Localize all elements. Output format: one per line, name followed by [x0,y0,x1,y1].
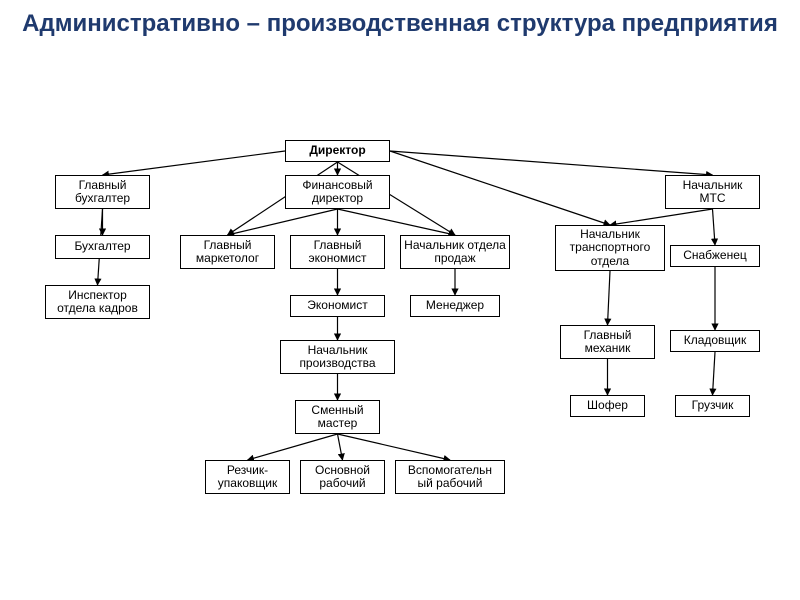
org-chart-diagram: Директор Главный бухгалтер Бухгалтер Инспек… [0,0,800,600]
node-glavbuh: Главный бухгалтер [55,175,150,209]
node-inspector: Инспектор отдела кадров [45,285,150,319]
node-klad: Кладовщик [670,330,760,352]
edge-smen_master-vsp_rab [338,434,451,460]
node-trans_head: Начальник транспортного отдела [555,225,665,271]
edge-smen_master-rezchik [248,434,338,460]
node-buh: Бухгалтер [55,235,150,259]
edge-director-mts_head [390,151,713,175]
node-director: Директор [285,140,390,162]
node-findir: Финансовый директор [285,175,390,209]
node-gruz: Грузчик [675,395,750,417]
node-shofer: Шофер [570,395,645,417]
edge-mts_head-trans_head [610,209,713,225]
edge-smen_master-osn_rab [338,434,343,460]
node-mts_head: Начальник МТС [665,175,760,209]
node-snabzh: Снабженец [670,245,760,267]
edge-trans_head-mech_gl [608,271,611,325]
node-vsp_rab: Вспомогательн ый рабочий [395,460,505,494]
edge-mts_head-snabzh [713,209,716,245]
edge-klad-gruz [713,352,716,395]
node-economist: Экономист [290,295,385,317]
node-economist_gl: Главный экономист [290,235,385,269]
node-marketolog: Главный маркетолог [180,235,275,269]
node-prod_head: Начальник производства [280,340,395,374]
edge-director-glavbuh [103,151,286,175]
edge-director-trans_head [390,151,610,225]
node-sales_head: Начальник отдела продаж [400,235,510,269]
node-manager: Менеджер [410,295,500,317]
node-smen_master: Сменный мастер [295,400,380,434]
edge-findir-sales_head [338,209,456,235]
node-rezchik: Резчик- упаковщик [205,460,290,494]
edge-findir-marketolog [228,209,338,235]
node-osn_rab: Основной рабочий [300,460,385,494]
node-mech_gl: Главный механик [560,325,655,359]
